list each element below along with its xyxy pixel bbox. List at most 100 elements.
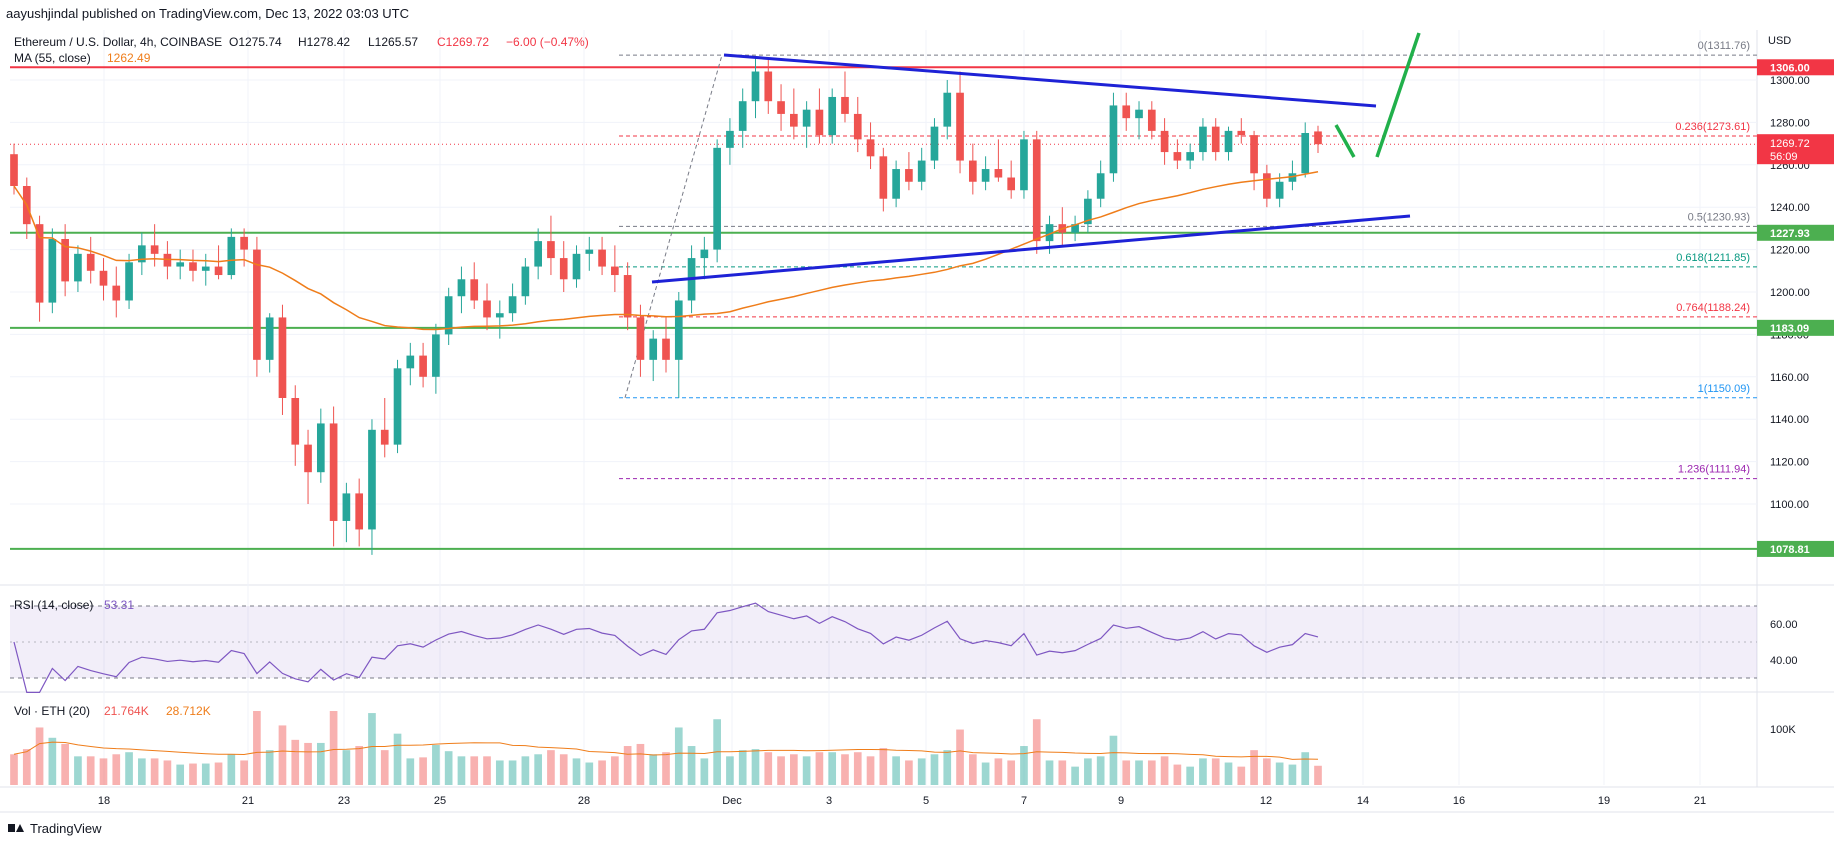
rsi-tick-label: 40.00 xyxy=(1770,655,1798,667)
candle-body xyxy=(764,71,773,102)
rsi-pane xyxy=(10,602,1757,694)
candle-body xyxy=(892,169,900,199)
candle-body xyxy=(138,245,146,263)
volume-bar xyxy=(636,743,645,785)
volume-bar xyxy=(1224,762,1233,785)
volume-bar xyxy=(86,756,95,785)
volume-bar xyxy=(802,756,811,785)
volume-bar xyxy=(1160,756,1169,785)
price-tick-label: 1220.00 xyxy=(1770,245,1810,257)
price-tick-label: 1120.00 xyxy=(1770,457,1809,469)
candle-body xyxy=(1096,173,1105,199)
candle-body xyxy=(304,444,312,473)
volume-bar xyxy=(981,762,990,785)
candle-body xyxy=(994,169,1003,178)
candle-body xyxy=(585,249,594,254)
volume-bar xyxy=(444,751,453,785)
volume-bar xyxy=(201,763,210,785)
current-price-tag xyxy=(1757,134,1834,165)
candle-body xyxy=(125,262,133,301)
level-price-label: 1227.93 xyxy=(1770,228,1810,240)
candle-body xyxy=(201,266,210,271)
volume-bar xyxy=(291,739,300,785)
candle-body xyxy=(1147,109,1156,131)
level-price-tag xyxy=(1757,224,1834,241)
candle-body xyxy=(968,160,977,182)
volume-bar xyxy=(508,760,517,785)
time-tick-label: 19 xyxy=(1598,795,1610,807)
level-price-label: 1183.09 xyxy=(1770,323,1809,335)
volume-bar xyxy=(1237,766,1246,785)
currency-label: USD xyxy=(1768,35,1791,47)
candle-body xyxy=(86,253,95,271)
volume-bar xyxy=(649,754,658,785)
time-tick-label: 16 xyxy=(1453,795,1465,807)
main-legend: Ethereum / U.S. Dollar, 4h, COINBASE O12… xyxy=(14,35,589,65)
time-tick-label: 21 xyxy=(242,795,254,807)
candle-body xyxy=(74,253,82,282)
volume-bar xyxy=(355,746,364,785)
volume-bar xyxy=(495,760,504,785)
level-price-label: 1306.00 xyxy=(1770,62,1810,74)
candle-body xyxy=(1084,198,1092,225)
volume-bar xyxy=(572,758,581,785)
volume-bar xyxy=(700,758,709,785)
level-price-tag xyxy=(1757,319,1834,336)
candle-body xyxy=(419,355,427,377)
volume-tick-label: 100K xyxy=(1770,724,1796,736)
candle-body xyxy=(329,423,338,521)
candle-body xyxy=(1122,105,1131,119)
candle-body xyxy=(751,71,760,102)
candle-body xyxy=(802,109,811,127)
lower-trendline xyxy=(651,214,1411,284)
volume-bar xyxy=(559,754,568,785)
volume-bar xyxy=(1096,756,1105,785)
volume-bar xyxy=(138,758,146,785)
candle-body xyxy=(406,355,415,369)
candle-body xyxy=(342,493,351,521)
brand-label: TradingView xyxy=(30,820,102,836)
volume-bar xyxy=(1071,766,1079,785)
time-tick-label: 12 xyxy=(1260,795,1272,807)
price-tick-label: 1160.00 xyxy=(1770,372,1809,384)
volume-bar xyxy=(611,756,619,785)
candle-body xyxy=(841,96,849,114)
volume-bar xyxy=(726,756,734,785)
close-value: C1269.72 xyxy=(437,35,489,49)
price-levels xyxy=(10,66,1757,550)
volume-bar xyxy=(393,733,402,785)
time-tick-label: 25 xyxy=(434,795,446,807)
volume-bar xyxy=(815,752,824,785)
volume-bar xyxy=(316,742,325,785)
candle-body xyxy=(956,92,964,161)
candle-body xyxy=(611,266,619,276)
candle-body xyxy=(1020,139,1028,191)
countdown-label: 56:09 xyxy=(1770,151,1798,163)
volume-bar xyxy=(853,752,862,785)
volume-bar xyxy=(304,742,312,785)
volume-bar xyxy=(1199,758,1207,785)
volume-bar xyxy=(1084,758,1092,785)
candle-body xyxy=(1007,177,1016,191)
time-tick-label: Dec xyxy=(722,795,742,807)
candle-body xyxy=(368,429,376,530)
volume-bar xyxy=(253,711,261,785)
volume-legend: Vol · ETH (20) 21.764K 28.712K xyxy=(14,704,211,718)
volume-bar xyxy=(35,727,44,785)
volume-bar xyxy=(214,762,223,785)
time-tick-label: 7 xyxy=(1021,795,1027,807)
volume-bar xyxy=(917,758,926,785)
volume-bar xyxy=(1211,758,1220,785)
volume-bar xyxy=(777,756,785,785)
publisher-header: aayushjindal published on TradingView.co… xyxy=(6,6,410,21)
candle-body xyxy=(521,266,530,297)
candle-body xyxy=(930,126,939,161)
candle-body xyxy=(777,101,785,114)
candle-body xyxy=(828,96,837,136)
volume-bar xyxy=(1288,764,1297,785)
candles xyxy=(10,56,1322,555)
volume-bar xyxy=(968,754,977,785)
time-tick-label: 23 xyxy=(338,795,350,807)
candle-body xyxy=(738,101,747,131)
